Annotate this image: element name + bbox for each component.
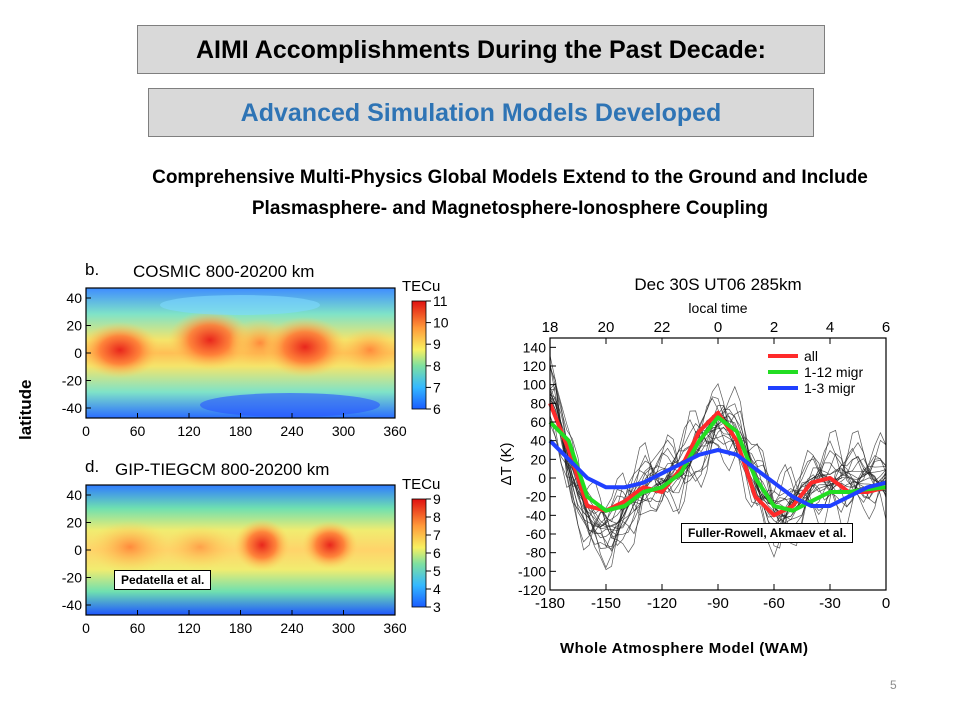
wam-top-tick: 6 (882, 319, 890, 336)
wam-ytick: -80 (526, 545, 546, 561)
panel-d-cbar-tick: 3 (433, 599, 441, 615)
panel-b-xtick: 120 (177, 423, 201, 439)
panel-d-cbar-tick: 9 (433, 491, 441, 507)
panel-d-cbar-tick: 8 (433, 509, 441, 525)
wam-xtick: -150 (591, 595, 621, 612)
panel-b-xtick: 300 (332, 423, 356, 439)
panel-d-xtick: 120 (177, 620, 201, 636)
panel-d-ytick: -40 (62, 597, 82, 613)
panel-b-xtick: 360 (383, 423, 407, 439)
panel-b-ytick: -40 (62, 400, 82, 416)
wam-xtick: 0 (882, 595, 890, 612)
panel-b-cbar-tick: 8 (433, 358, 441, 374)
panel-b-ytick: 20 (66, 318, 82, 334)
subtitle-banner: Advanced Simulation Models Developed (148, 88, 814, 137)
wam-ytick: -120 (518, 582, 546, 598)
wam-ytick: -100 (518, 563, 546, 579)
panel-d-colorbar-ticks: 9 8 7 6 5 4 3 (426, 491, 441, 615)
wam-ytick: 60 (530, 414, 546, 430)
panel-d-cbar-tick: 4 (433, 581, 441, 597)
wam-top-axis-label: local time (688, 300, 747, 316)
panel-b-ytick: 40 (66, 290, 82, 306)
wam-legend-label: all (804, 348, 818, 364)
slide-subtitle: Advanced Simulation Models Developed (240, 99, 722, 127)
panel-d-map (86, 485, 395, 615)
panel-d-ytick: -20 (62, 570, 82, 586)
wam-ytick: 40 (530, 433, 546, 449)
panel-d-letter: d. (85, 457, 99, 476)
panel-d-xtick: 0 (82, 620, 90, 636)
wam-legend-label: 1-3 migr (804, 380, 856, 396)
wam-ytick: -40 (526, 507, 546, 523)
panel-b-cbar-tick: 6 (433, 401, 441, 417)
panel-b-colorbar-ticks: 11 10 9 8 7 6 (426, 293, 449, 417)
panel-d-colorbar-label: TECu (402, 476, 440, 493)
wam-ylabel: ΔT (K) (498, 442, 515, 485)
panel-b-map (86, 288, 395, 418)
wam-xlabel: longitude (688, 611, 749, 613)
panel-d-xtick: 240 (280, 620, 304, 636)
panel-b-ytick: 0 (74, 345, 82, 361)
slide-description: Comprehensive Multi-Physics Global Model… (152, 167, 868, 219)
wam-chart: Dec 30S UT06 285km local time 18 20 22 0 2 4 6 14… (498, 275, 890, 613)
wam-ytick: 80 (530, 395, 546, 411)
panel-b-cbar-tick: 9 (433, 336, 441, 352)
panel-d-xtick: 300 (332, 620, 356, 636)
wam-ytick: 20 (530, 451, 546, 467)
panel-d-xtick: 360 (383, 620, 407, 636)
wam-xtick: -30 (819, 595, 841, 612)
panel-b-xtick: 240 (280, 423, 304, 439)
wam-title: Dec 30S UT06 285km (634, 275, 801, 294)
title-banner: AIMI Accomplishments During the Past Dec… (137, 25, 825, 74)
wam-top-tick: 20 (598, 319, 615, 336)
wam-caption: Whole Atmosphere Model (WAM) (560, 640, 809, 657)
wam-xtick: -120 (647, 595, 677, 612)
wam-legend-label: 1-12 migr (804, 364, 863, 380)
panel-b-xtick: 0 (82, 423, 90, 439)
wam-ytick: 0 (538, 470, 546, 486)
wam-top-tick: 2 (770, 319, 778, 336)
wam-xtick: -180 (535, 595, 565, 612)
panel-b-colorbar-label: TECu (402, 278, 440, 295)
latitude-axis-label: latitude (16, 379, 35, 440)
panel-b-cbar-tick: 7 (433, 379, 441, 395)
panel-d-ytick: 0 (74, 542, 82, 558)
panel-d-xtick: 60 (130, 620, 146, 636)
panel-b-cbar-tick: 11 (433, 293, 448, 309)
fuller-rowell-credit: Fuller-Rowell, Akmaev et al. (681, 523, 854, 543)
page-number: 5 (890, 678, 897, 692)
wam-ytick: -20 (526, 489, 546, 505)
wam-xtick: -90 (707, 595, 729, 612)
panel-d-title: GIP-TIEGCM 800-20200 km (115, 460, 329, 479)
panel-d-ytick: 40 (66, 487, 82, 503)
panel-d-cbar-tick: 6 (433, 545, 441, 561)
panel-b-cbar-tick: 10 (433, 315, 449, 331)
panel-d-ytick: 20 (66, 515, 82, 531)
wam-ytick: 140 (523, 339, 547, 355)
wam-ytick: -60 (526, 526, 546, 542)
wam-ytick: 100 (523, 377, 547, 393)
panel-b-title: COSMIC 800-20200 km (133, 262, 314, 281)
wam-ytick: 120 (523, 358, 547, 374)
panel-d-cbar-tick: 7 (433, 527, 441, 543)
panel-b-xtick: 180 (229, 423, 253, 439)
wam-xtick: -60 (763, 595, 785, 612)
panel-b-xtick: 60 (130, 423, 146, 439)
slide-title: AIMI Accomplishments During the Past Dec… (195, 36, 767, 64)
wam-series-line-1 (548, 415, 887, 513)
panel-b-ytick: -20 (62, 373, 82, 389)
panel-b-letter: b. (85, 260, 99, 279)
pedatella-credit: Pedatella et al. (114, 570, 212, 590)
wam-top-tick: 22 (654, 319, 671, 336)
wam-series-line-2 (548, 439, 887, 508)
wam-top-tick: 4 (826, 319, 834, 336)
panel-d-xtick: 180 (229, 620, 253, 636)
wam-top-tick: 0 (714, 319, 722, 336)
wam-top-tick: 18 (542, 319, 559, 336)
panel-d-cbar-tick: 5 (433, 563, 441, 579)
